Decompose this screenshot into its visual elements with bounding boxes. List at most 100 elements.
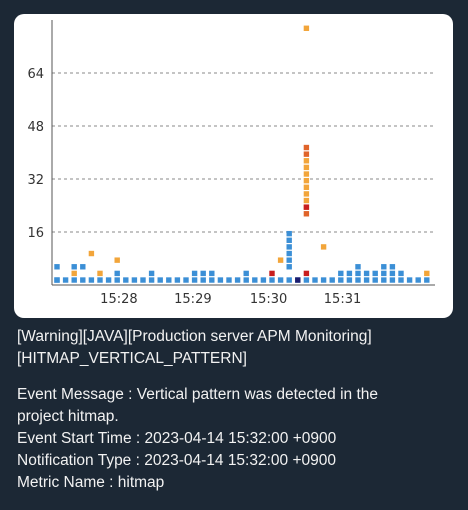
hitmap-point — [286, 277, 292, 283]
hitmap-point — [123, 277, 129, 283]
hitmap-point — [381, 264, 387, 270]
y-tick-label: 64 — [27, 67, 44, 82]
hitmap-point — [148, 277, 155, 283]
hitmap-point — [148, 270, 155, 277]
hitmap-point — [140, 277, 146, 283]
x-tick-label: 15:29 — [174, 292, 211, 307]
alert-heading: [Warning][JAVA][Production server APM Mo… — [17, 328, 372, 345]
hitmap-point — [286, 257, 292, 263]
hitmap-point — [312, 277, 318, 283]
hitmap-point — [174, 277, 181, 283]
hitmap-point — [286, 250, 292, 257]
y-tick-labels: 16 32 48 64 — [27, 67, 44, 241]
x-tick-labels: 15:28 15:29 15:30 15:31 — [100, 292, 361, 307]
hitmap-point — [303, 197, 310, 204]
hitmap-point — [166, 277, 172, 283]
hitmap-point — [320, 244, 327, 250]
x-tick-label: 15:28 — [100, 292, 137, 307]
hitmap-chart-card: 16 32 48 64 15:28 15:29 15:30 15:31 — [14, 14, 453, 318]
hitmap-point — [363, 277, 370, 283]
hitmap-point — [398, 270, 404, 277]
hitmap-point — [114, 277, 120, 283]
hitmap-point — [303, 184, 310, 190]
hitmap-point — [355, 270, 361, 277]
chart-axes — [51, 20, 435, 286]
hitmap-point — [303, 171, 310, 177]
hitmap-point — [389, 277, 396, 283]
hitmap-point — [303, 164, 310, 171]
hitmap-point — [286, 230, 292, 237]
hitmap-point — [54, 264, 60, 270]
hitmap-point — [80, 264, 86, 270]
hitmap-point — [226, 277, 232, 283]
hitmap-point — [71, 270, 77, 277]
hitmap-point — [303, 211, 310, 217]
hitmap-chart: 16 32 48 64 15:28 15:29 15:30 15:31 — [27, 20, 435, 307]
hitmap-point — [234, 277, 241, 283]
hitmap-point — [320, 277, 327, 283]
hitmap-point — [389, 264, 396, 270]
hitmap-point — [381, 270, 387, 277]
y-tick-label: 16 — [27, 226, 44, 241]
hitmap-point — [269, 277, 275, 283]
hitmap-point — [183, 277, 189, 283]
notification-type: Notification Type : 2023-04-14 15:32:00 … — [17, 452, 336, 469]
hitmap-point — [114, 270, 120, 277]
hitmap-point — [303, 151, 310, 157]
hitmap-point — [346, 270, 353, 277]
hitmap-point — [338, 270, 344, 277]
hitmap-point — [80, 277, 86, 283]
alert-message: [Warning][JAVA][Production server APM Mo… — [17, 326, 457, 494]
hitmap-point — [389, 270, 396, 277]
hitmap-point — [415, 277, 421, 283]
hitmap-points — [54, 25, 430, 283]
hitmap-point — [303, 204, 310, 210]
hitmap-point — [243, 270, 249, 277]
hitmap-point — [286, 237, 292, 243]
hitmap-point — [286, 244, 292, 250]
hitmap-point — [424, 277, 430, 283]
x-tick-label: 15:30 — [250, 292, 287, 307]
event-message-line1: Event Message : Vertical pattern was det… — [17, 386, 379, 403]
hitmap-point — [363, 270, 370, 277]
hitmap-point — [260, 277, 267, 283]
hitmap-point — [303, 277, 310, 283]
hitmap-point — [269, 270, 275, 277]
hitmap-point — [277, 257, 284, 263]
hitmap-point — [62, 277, 69, 283]
y-tick-label: 32 — [27, 173, 44, 188]
hitmap-point — [381, 277, 387, 283]
hitmap-point — [355, 264, 361, 270]
hitmap-point — [88, 250, 95, 257]
event-message-line2: project hitmap. — [17, 408, 119, 425]
hitmap-point — [105, 277, 112, 283]
chart-grid — [52, 72, 435, 233]
hitmap-point — [398, 277, 404, 283]
hitmap-point — [243, 277, 249, 283]
hitmap-point — [217, 277, 224, 283]
hitmap-point — [303, 144, 310, 151]
hitmap-point — [346, 277, 353, 283]
hitmap-point — [209, 270, 215, 277]
hitmap-point — [424, 270, 430, 277]
event-start-time: Event Start Time : 2023-04-14 15:32:00 +… — [17, 430, 337, 447]
hitmap-point — [355, 277, 361, 283]
hitmap-point — [157, 277, 163, 283]
hitmap-point — [71, 264, 77, 270]
hitmap-point — [88, 277, 95, 283]
hitmap-point — [303, 158, 310, 164]
hitmap-point — [303, 270, 310, 277]
hitmap-point — [200, 277, 206, 283]
hitmap-point — [114, 257, 120, 263]
alert-pattern: [HITMAP_VERTICAL_PATTERN] — [17, 350, 247, 367]
hitmap-point — [303, 191, 310, 197]
hitmap-point — [286, 264, 292, 270]
hitmap-point — [191, 270, 198, 277]
hitmap-point — [338, 277, 344, 283]
spacer — [17, 370, 457, 384]
hitmap-point — [71, 277, 77, 283]
y-tick-label: 48 — [27, 120, 44, 135]
metric-name: Metric Name : hitmap — [17, 474, 165, 491]
hitmap-point — [372, 277, 378, 283]
hitmap-point — [209, 277, 215, 283]
